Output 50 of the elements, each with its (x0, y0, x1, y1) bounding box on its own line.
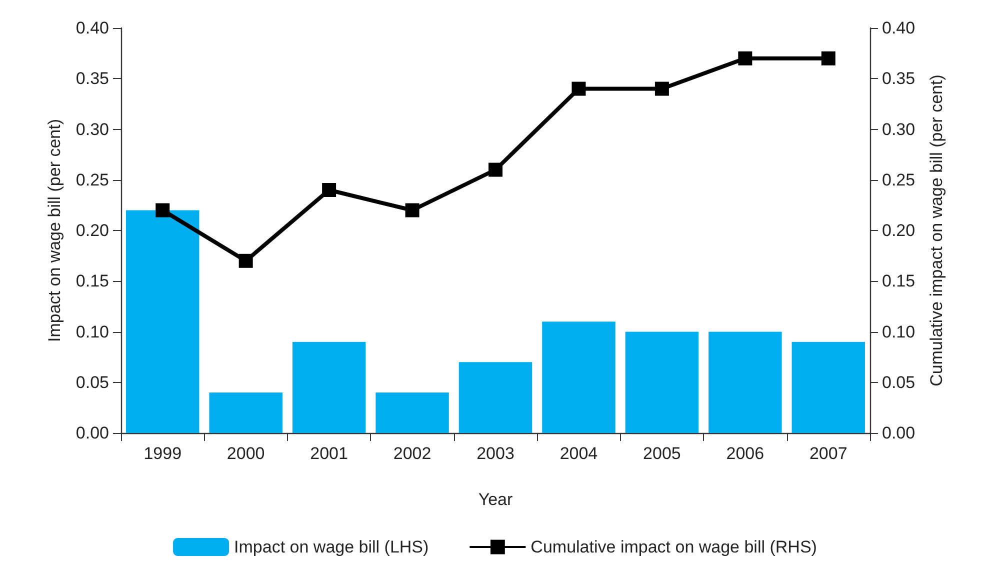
point (156, 203, 170, 218)
y-tick-label: 0.10 (76, 322, 109, 342)
y2-tick-label: 0.05 (882, 372, 916, 392)
y2-tick-label: 0.30 (882, 120, 916, 139)
x-tick-label: 2002 (393, 444, 432, 463)
y-tick-label: 0.30 (76, 120, 109, 139)
x-tick-label: 2006 (726, 444, 764, 463)
x-tick-label: 2001 (310, 444, 348, 463)
y2-tick-label: 0.00 (882, 424, 916, 442)
bar (542, 322, 616, 433)
bar (376, 392, 449, 433)
bar (458, 362, 532, 433)
x-tick-label: 2007 (809, 444, 848, 463)
bar (209, 392, 282, 433)
legend-label: Impact on wage bill (LHS) (234, 538, 429, 556)
point (738, 51, 752, 66)
bar (292, 342, 366, 433)
point (821, 51, 836, 66)
y2-axis-title: Cumulative impact on wage bill (per cent) (927, 74, 946, 386)
x-tick-label: 1999 (144, 444, 182, 463)
y-tick-label: 0.05 (76, 372, 109, 392)
y2-tick-label: 0.15 (882, 272, 916, 291)
bar (792, 342, 866, 433)
point (572, 82, 586, 96)
x-tick-label: 2000 (226, 444, 265, 463)
point (488, 162, 502, 177)
y-tick-label: 0.15 (76, 272, 109, 291)
y2-tick-label: 0.10 (882, 322, 916, 342)
point (405, 203, 420, 218)
y-tick-label: 0.35 (76, 69, 109, 88)
x-tick-label: 2003 (476, 444, 514, 463)
y-axis-title: Impact on wage bill (per cent) (45, 119, 64, 342)
point (654, 82, 669, 96)
x-tick-label: 2005 (643, 444, 681, 463)
legend-label: Cumulative impact on wage bill (RHS) (530, 538, 817, 556)
y-tick-label: 0.40 (76, 18, 109, 38)
bar (126, 210, 200, 433)
y-tick-label: 0.25 (76, 170, 109, 190)
x-axis-title: Year (478, 490, 514, 509)
y2-tick-label: 0.40 (882, 18, 916, 38)
x-tick-label: 2004 (560, 444, 598, 463)
bar (625, 332, 699, 433)
bar (708, 332, 782, 433)
y2-tick-label: 0.25 (882, 170, 916, 190)
y-tick-label: 0.00 (76, 424, 109, 442)
point (238, 254, 253, 268)
y-tick-label: 0.20 (76, 221, 109, 240)
y2-tick-label: 0.20 (882, 221, 916, 240)
y2-tick-label: 0.35 (882, 69, 916, 88)
point (322, 183, 336, 197)
